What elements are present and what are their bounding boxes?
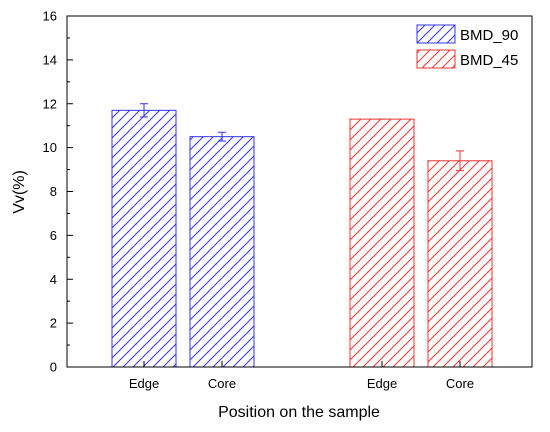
bar-bmd-90-edge [111, 109, 177, 368]
y-tick-label: 8 [50, 184, 57, 199]
x-tick-label: Edge [367, 376, 397, 391]
legend-label-bmd-45: BMD_45 [460, 52, 518, 69]
x-tick-label: Edge [129, 376, 159, 391]
y-tick-label: 14 [43, 52, 57, 67]
y-tick-label: 4 [50, 272, 57, 287]
bar-bmd-45-core [427, 160, 493, 368]
y-axis-title: Vv(%) [11, 170, 28, 214]
legend-swatch-bmd-45 [416, 49, 456, 69]
y-tick-label: 0 [50, 360, 57, 375]
x-axis-title: Position on the sample [218, 404, 380, 421]
y-tick-label: 16 [43, 9, 57, 24]
y-tick-label: 10 [43, 140, 57, 155]
x-axis: Edge Core Edge Core [129, 361, 474, 391]
error-bars-layer [140, 103, 464, 172]
y-tick-label: 6 [50, 228, 57, 243]
legend: BMD_90 BMD_45 [416, 24, 518, 69]
x-tick-label: Core [208, 376, 236, 391]
x-tick-label: Core [446, 376, 474, 391]
y-axis: 0 2 4 6 8 10 12 14 16 [43, 9, 73, 375]
y-tick-label: 2 [50, 316, 57, 331]
bar-bmd-45-edge [349, 118, 415, 368]
bar-bmd-90-core [189, 136, 255, 368]
bars-layer [111, 109, 493, 368]
legend-label-bmd-90: BMD_90 [460, 27, 518, 44]
y-tick-label: 12 [43, 96, 57, 111]
legend-swatch-bmd-90 [416, 24, 456, 44]
